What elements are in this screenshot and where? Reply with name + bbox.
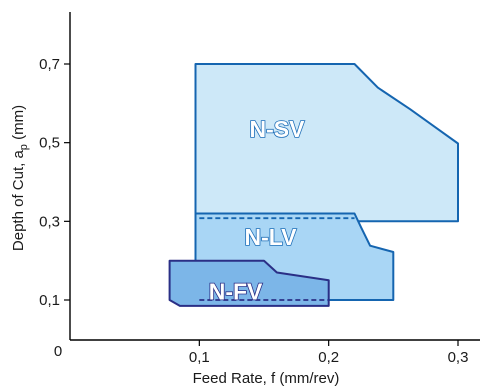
y-axis-title-subscript: p <box>18 144 30 150</box>
y-tick-label: 0,1 <box>39 292 60 309</box>
chart-regions: N-SV N-LV N-FV <box>168 63 459 307</box>
region-label-n-sv: N-SV <box>249 116 305 142</box>
x-tick-label: 0,1 <box>189 349 210 366</box>
origin-label: 0 <box>54 343 62 360</box>
x-tick-label: 0,3 <box>448 349 469 366</box>
y-tick-label: 0,7 <box>39 56 60 73</box>
chart-ticks: 0,1 0,2 0,3 0,1 0,3 0,5 0,7 <box>39 56 468 366</box>
region-n-fv <box>168 259 330 307</box>
region-n-sv <box>194 63 459 223</box>
chart-axes <box>69 12 480 341</box>
y-tick-label: 0,3 <box>39 213 60 230</box>
y-axis-title-suffix: (mm) <box>10 105 27 144</box>
y-tick-label: 0,5 <box>39 135 60 152</box>
region-label-n-lv: N-LV <box>244 224 297 250</box>
x-axis-title: Feed Rate, f (mm/rev) <box>193 370 340 387</box>
y-axis-title: Depth of Cut, ap (mm) <box>10 105 30 251</box>
x-tick-label: 0,2 <box>318 349 339 366</box>
region-label-n-fv: N-FV <box>209 278 263 304</box>
y-axis-title-prefix: Depth of Cut, a <box>10 150 27 252</box>
